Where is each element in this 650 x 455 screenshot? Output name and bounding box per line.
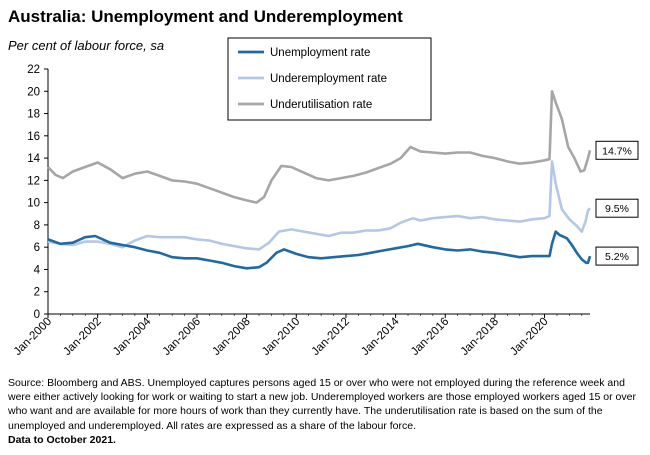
x-tick-label: Jan-2016 (409, 316, 451, 358)
chart-series (47, 90, 592, 270)
legend-label: Underutilisation rate (270, 99, 372, 111)
end-value-labels: 5.2% 9.5% 14.7% (595, 140, 639, 266)
x-tick-label: Jan-2020 (508, 316, 550, 358)
y-tick-label: 8 (34, 220, 40, 232)
x-tick-label: Jan-2000 (12, 316, 54, 358)
x-tick-label: Jan-2006 (161, 316, 203, 358)
chart-legend: Unemployment rate Underemployment rate Und… (227, 37, 432, 121)
source-note: Source: Bloomberg and ABS. Unemployed ca… (8, 377, 636, 432)
data-date-note: Data to October 2021. (8, 433, 116, 446)
x-tick-label: Jan-2012 (310, 316, 352, 358)
series-line-unemployment-rate (47, 230, 592, 270)
end-label-box (595, 198, 639, 218)
x-tick-label: Jan-2010 (260, 316, 302, 358)
y-tick-label: 2 (34, 287, 40, 299)
x-tick-label: Jan-2002 (61, 316, 103, 358)
chart-footer: Source: Bloomberg and ABS. Unemployed ca… (8, 376, 644, 447)
y-tick-label: 14 (27, 153, 40, 165)
series-line-underutilisation-rate (47, 90, 592, 204)
x-tick-label: Jan-2004 (111, 315, 154, 358)
x-tick-label: Jan-2008 (210, 316, 252, 358)
y-tick-label: 22 (27, 64, 40, 76)
y-tick-label: 4 (34, 264, 41, 276)
end-label-value: 5.2% (605, 251, 629, 263)
end-label-value: 9.5% (605, 203, 629, 215)
legend-label: Underemployment rate (270, 73, 387, 85)
end-label-box (595, 246, 639, 266)
x-tick-label: Jan-2018 (459, 316, 501, 358)
y-tick-label: 18 (27, 109, 40, 121)
legend-label: Unemployment rate (270, 47, 370, 59)
end-label-value: 14.7% (602, 145, 632, 157)
y-tick-label: 10 (27, 198, 40, 210)
x-tick-label: Jan-2014 (359, 315, 402, 358)
chart-title: Australia: Unemployment and Underemploym… (8, 7, 403, 26)
y-tick-label: 16 (27, 131, 40, 143)
series-line-underemployment-rate (47, 160, 591, 251)
y-tick-label: 20 (27, 86, 40, 98)
y-tick-label: 6 (34, 242, 40, 254)
end-label-box (595, 140, 639, 160)
y-tick-label: 0 (34, 309, 40, 321)
chart-subtitle: Per cent of labour force, sa (8, 38, 165, 53)
y-tick-label: 12 (27, 175, 40, 187)
